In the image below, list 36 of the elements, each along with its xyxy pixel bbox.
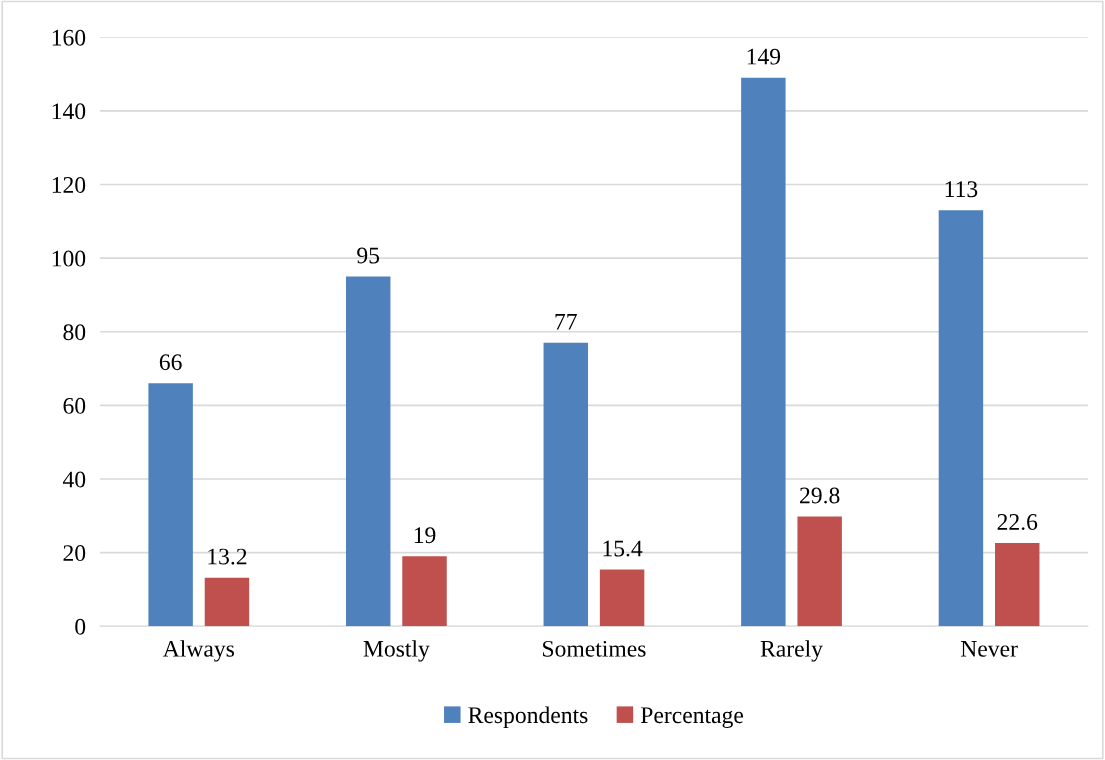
bar — [995, 543, 1040, 627]
bar — [345, 276, 391, 627]
data-label: 15.4 — [603, 540, 643, 557]
data-label: 149 — [747, 48, 781, 65]
data-label: 22.6 — [997, 514, 1038, 531]
data-label: 66 — [159, 354, 182, 371]
y-tick-label: 0 — [75, 618, 86, 635]
x-tick-label: Sometimes — [543, 640, 646, 657]
y-tick-label: 160 — [52, 29, 86, 46]
bar — [797, 516, 842, 627]
bar — [402, 556, 447, 627]
y-tick-label: 60 — [63, 397, 86, 414]
bar — [204, 577, 250, 627]
data-label: 77 — [555, 313, 577, 330]
y-tick-label: 100 — [52, 250, 86, 267]
data-label: 29.8 — [800, 487, 840, 504]
legend-label: Respondents — [468, 706, 588, 728]
legend-label: Percentage — [640, 707, 744, 729]
x-tick-label: Never — [960, 641, 1018, 657]
x-tick-label: Always — [162, 640, 234, 662]
data-label: 13.2 — [208, 548, 247, 565]
data-label: 95 — [357, 247, 380, 264]
data-label: 19 — [414, 527, 436, 544]
bar — [741, 77, 786, 627]
y-tick-label: 120 — [52, 176, 86, 193]
data-label: 113 — [945, 181, 978, 198]
bar — [148, 383, 193, 627]
x-tick-label: Rarely — [760, 640, 823, 662]
bar — [938, 210, 984, 627]
y-tick-label: 140 — [52, 103, 86, 120]
y-tick-label: 80 — [63, 324, 86, 341]
bar — [599, 569, 645, 627]
y-tick-label: 20 — [63, 545, 86, 562]
bar — [543, 342, 589, 627]
x-tick-label: Mostly — [363, 640, 430, 662]
y-tick-label: 40 — [62, 471, 86, 488]
